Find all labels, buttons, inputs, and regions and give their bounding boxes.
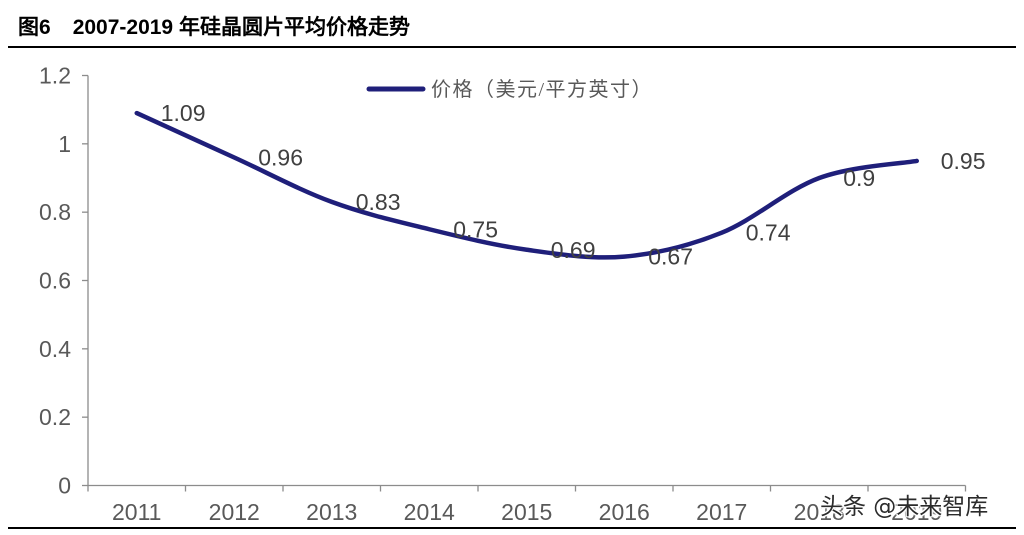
x-tick-label: 2011 <box>112 499 161 525</box>
data-label: 0.67 <box>648 244 693 270</box>
figure-caption: 图6 2007-2019 年硅晶圆片平均价格走势 <box>18 14 410 42</box>
x-tick-label: 2012 <box>209 499 260 525</box>
data-label: 0.69 <box>551 237 596 263</box>
data-labels: 1.09 0.96 0.83 0.75 0.69 0.67 0.74 0.9 0.95 <box>161 100 986 270</box>
x-tick-label: 2013 <box>306 499 357 525</box>
data-label: 0.74 <box>746 220 791 246</box>
data-label: 1.09 <box>161 100 206 126</box>
x-tick-label: 2015 <box>501 499 552 525</box>
data-label: 0.75 <box>453 216 498 242</box>
y-tick-label: 0.2 <box>39 404 71 430</box>
watermark: 头条 @未来智库 <box>820 494 989 520</box>
caption-divider <box>8 46 1016 48</box>
y-tick-label: 1.2 <box>39 63 71 89</box>
x-tick-label: 2017 <box>696 499 747 525</box>
data-label: 0.83 <box>356 189 401 215</box>
x-tick-label: 2019 <box>891 499 942 525</box>
y-tick-label: 0.6 <box>39 268 71 294</box>
series-line <box>134 110 919 260</box>
y-tick-label: 0.4 <box>39 336 71 362</box>
chart-series <box>134 110 919 260</box>
data-label: 0.9 <box>843 165 875 191</box>
figure-label: 图6 <box>18 16 51 39</box>
y-tick-label: 0.8 <box>39 199 71 225</box>
chart-title: 2007-2019 年硅晶圆片平均价格走势 <box>72 16 410 39</box>
x-tick-label: 2014 <box>404 499 455 525</box>
legend-label: 价格（美元/平方英寸） <box>431 78 653 101</box>
data-label: 0.95 <box>941 148 986 174</box>
data-label: 0.96 <box>258 145 303 171</box>
x-tick-label: 2018 <box>794 499 845 525</box>
y-tick-label: 1 <box>58 131 71 157</box>
y-tick-label: 0 <box>58 473 71 499</box>
chart-axes: 0 0.2 0.4 0.6 0.8 1 1.2 2011 2012 2013 2014 2015 201… <box>39 63 967 525</box>
bottom-divider <box>8 527 1016 529</box>
chart-legend: 价格（美元/平方英寸） <box>366 78 653 101</box>
x-tick-label: 2016 <box>599 499 650 525</box>
